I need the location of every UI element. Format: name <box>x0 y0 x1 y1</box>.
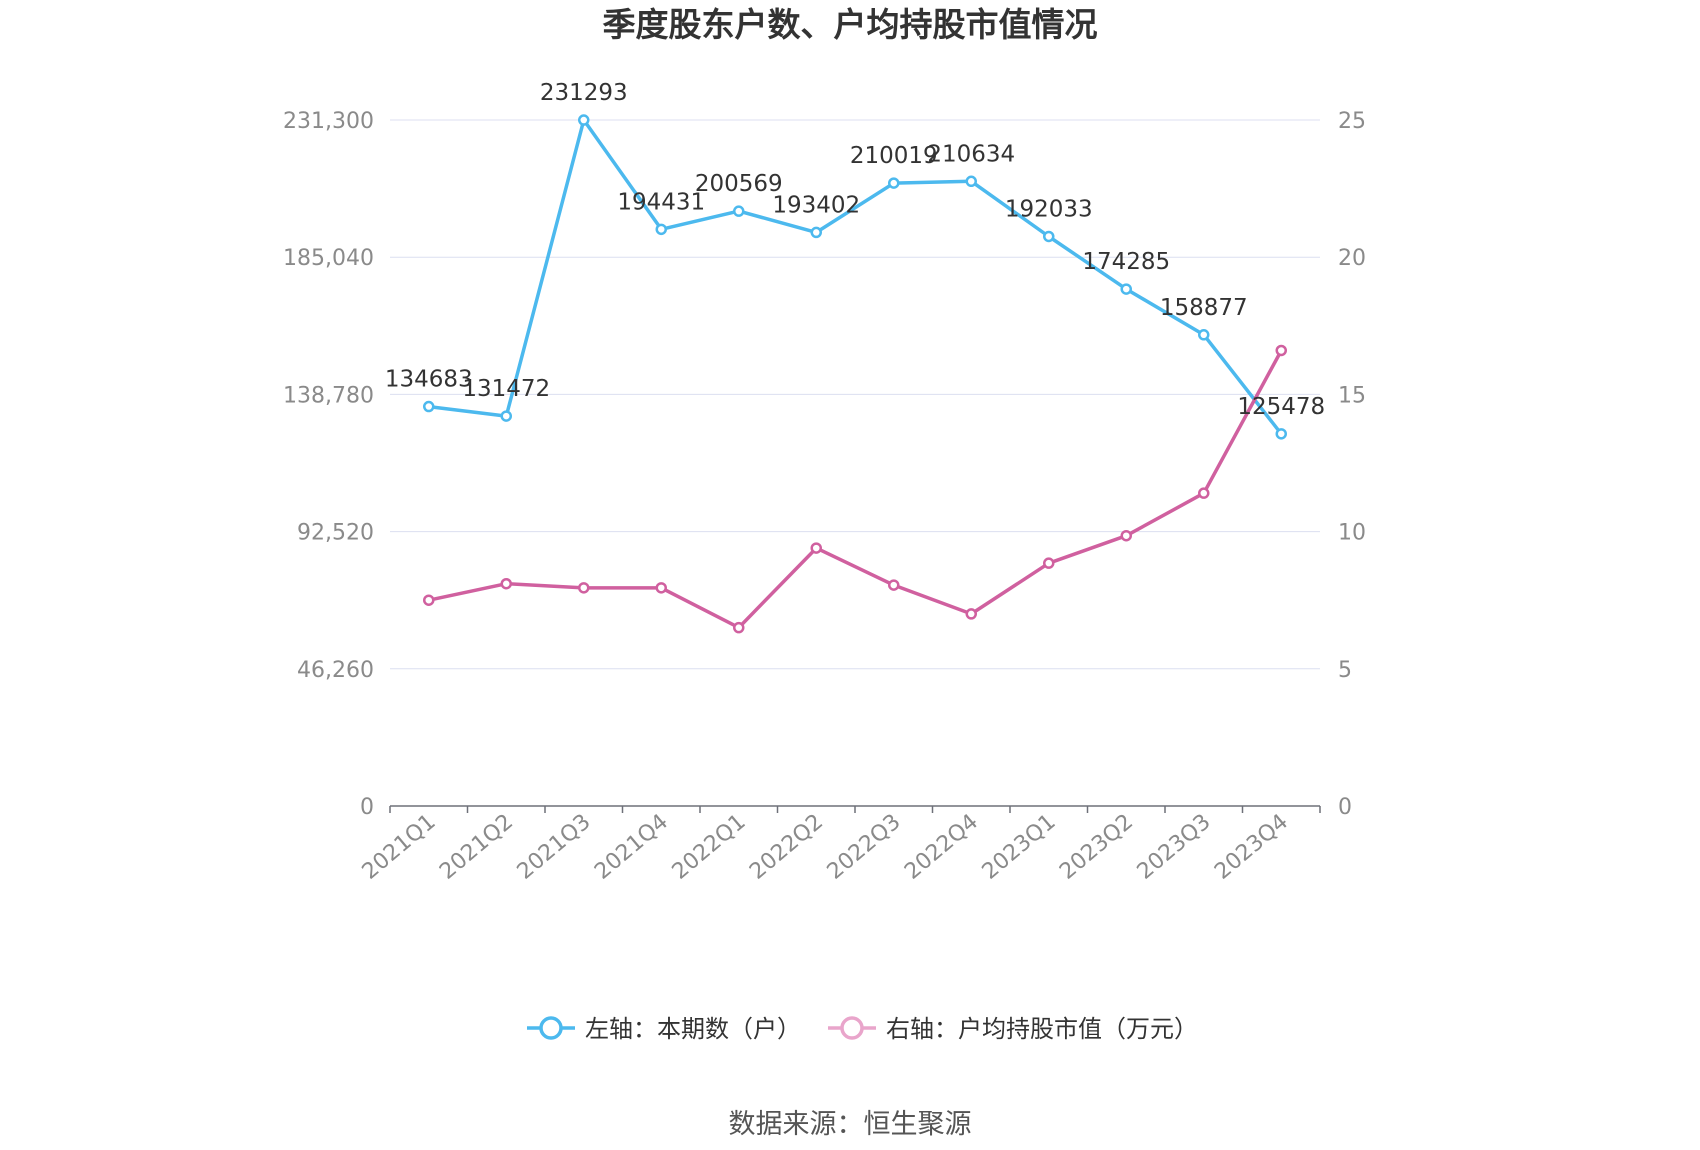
series-point-1 <box>733 205 745 217</box>
right-axis: 0 5 10 15 20 25 <box>1338 109 1366 820</box>
x-tick-label: 2023Q3 <box>1133 809 1216 884</box>
legend-label: 右轴：户均持股市值（万元） <box>886 1015 1198 1043</box>
data-label: 194431 <box>617 189 705 215</box>
left-tick-label: 0 <box>360 795 374 820</box>
data-label: 134683 <box>385 367 473 393</box>
series-point-1 <box>423 400 435 413</box>
left-tick-label: 46,260 <box>297 658 374 683</box>
right-tick-label: 25 <box>1338 109 1366 134</box>
x-tick-label: 2021Q3 <box>513 809 596 884</box>
left-tick-label: 185,040 <box>283 246 374 271</box>
data-label: 231293 <box>540 80 628 106</box>
series-point-1 <box>1043 230 1055 243</box>
series-point-1 <box>500 410 512 422</box>
series-point-1 <box>965 175 977 188</box>
series-point-2 <box>965 608 977 620</box>
series-lines <box>428 118 1283 630</box>
x-tick-label: 2023Q1 <box>978 809 1061 884</box>
data-label: 200569 <box>695 171 783 197</box>
x-tick-label: 2022Q1 <box>668 809 751 884</box>
x-tick-label: 2021Q1 <box>358 809 441 884</box>
series-point-2 <box>1198 487 1210 499</box>
chart-title: 季度股东户数、户均持股市值情况 <box>603 5 1098 44</box>
data-label: 193402 <box>772 192 860 218</box>
legend-marker-icon <box>840 1016 864 1040</box>
data-label: 210019 <box>850 143 938 169</box>
right-tick-label: 0 <box>1338 795 1352 820</box>
series-point-2 <box>655 582 667 594</box>
x-tick-label: 2021Q2 <box>435 809 518 884</box>
series-point-1 <box>578 114 590 126</box>
series-point-1 <box>655 223 667 236</box>
data-label: 174285 <box>1082 249 1170 275</box>
series-point-2 <box>1120 529 1132 542</box>
right-tick-label: 5 <box>1338 658 1352 683</box>
right-tick-label: 10 <box>1338 521 1366 546</box>
series-point-2 <box>423 594 435 606</box>
series-point-2 <box>1275 344 1287 357</box>
series-point-1 <box>1198 329 1210 341</box>
right-tick-label: 15 <box>1338 383 1366 408</box>
series-point-2 <box>888 579 900 591</box>
series-line-1 <box>428 118 1283 435</box>
series-point-2 <box>500 577 512 590</box>
left-axis: 0 46,260 92,520 138,780 185,040 231,300 <box>283 109 374 820</box>
legend[interactable]: 左轴：本期数（户） 右轴：户均持股市值（万元） <box>527 1015 1198 1043</box>
data-label: 192033 <box>1005 196 1093 222</box>
data-label: 131472 <box>462 376 550 402</box>
series-point-2 <box>810 542 822 554</box>
left-tick-label: 92,520 <box>297 521 374 546</box>
series-point-1 <box>888 177 900 189</box>
data-label: 158877 <box>1160 295 1248 321</box>
x-tick-label: 2021Q4 <box>590 809 673 884</box>
legend-label: 左轴：本期数（户） <box>585 1015 801 1043</box>
grid-lines <box>390 119 1320 670</box>
series-point-1 <box>1120 283 1132 295</box>
right-tick-label: 20 <box>1338 246 1366 271</box>
series-point-1 <box>1275 428 1287 440</box>
left-tick-label: 231,300 <box>283 109 374 134</box>
legend-marker-icon <box>539 1016 563 1040</box>
data-label: 125478 <box>1237 394 1325 420</box>
data-label: 210634 <box>927 141 1015 167</box>
left-tick-label: 138,780 <box>283 383 374 408</box>
x-axis: 2021Q12021Q22021Q32021Q42022Q12022Q22022… <box>358 805 1321 885</box>
source-note: 数据来源：恒生聚源 <box>729 1109 972 1140</box>
series-points <box>423 114 1287 634</box>
x-tick-label: 2023Q2 <box>1055 809 1138 884</box>
x-tick-label: 2022Q4 <box>900 809 983 884</box>
series-point-2 <box>1043 557 1055 569</box>
series-point-2 <box>578 582 590 594</box>
x-tick-label: 2023Q4 <box>1210 809 1293 884</box>
series-line-2 <box>428 349 1283 630</box>
x-tick-label: 2022Q3 <box>823 809 906 884</box>
series-point-2 <box>733 621 745 634</box>
x-tick-label: 2022Q2 <box>745 809 828 884</box>
series-point-1 <box>810 226 822 239</box>
